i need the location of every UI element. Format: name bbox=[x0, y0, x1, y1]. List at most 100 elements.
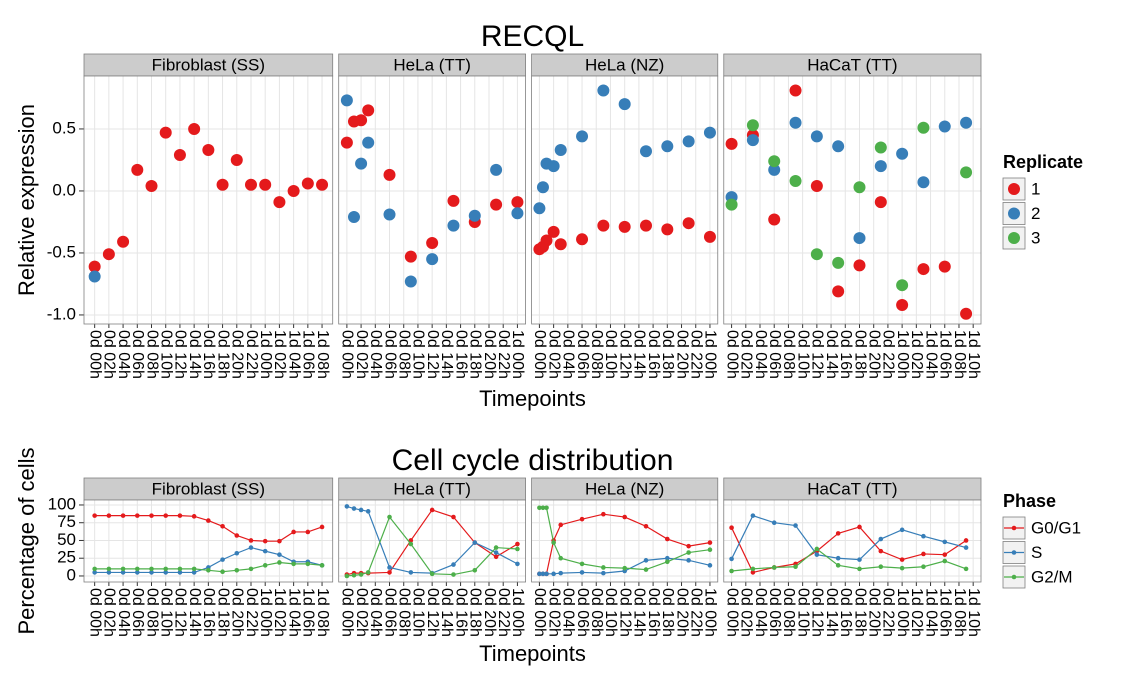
data-point bbox=[750, 566, 756, 572]
x-tick-label: 0d 00h bbox=[86, 330, 103, 379]
x-tick-label: 0d 00h bbox=[723, 330, 740, 379]
data-point bbox=[468, 209, 481, 222]
data-point bbox=[447, 219, 460, 232]
x-tick-label: 0d 20h bbox=[229, 588, 246, 637]
data-point bbox=[643, 558, 649, 563]
x-tick-label: 1d 02h bbox=[908, 330, 925, 379]
data-point bbox=[853, 259, 866, 272]
data-point bbox=[597, 84, 610, 97]
data-point bbox=[537, 505, 542, 511]
legend-label: 3 bbox=[1031, 228, 1040, 247]
data-point bbox=[746, 134, 759, 147]
data-point bbox=[365, 570, 371, 575]
data-point bbox=[511, 196, 524, 209]
data-point bbox=[579, 570, 585, 575]
x-tick-label: 1d 04h bbox=[285, 330, 302, 379]
data-point bbox=[533, 202, 546, 215]
data-point bbox=[832, 256, 845, 269]
data-point bbox=[835, 531, 841, 536]
data-point bbox=[248, 566, 254, 572]
data-point bbox=[878, 564, 884, 570]
x-tick-label: 1d 06h bbox=[300, 330, 317, 379]
data-point bbox=[579, 516, 585, 522]
x-tick-label: 1d 10h bbox=[965, 588, 982, 637]
data-point bbox=[351, 506, 357, 511]
data-point bbox=[493, 550, 499, 555]
data-point bbox=[234, 567, 240, 573]
data-point bbox=[729, 568, 734, 574]
data-point bbox=[665, 555, 670, 561]
strip-label: HaCaT (TT) bbox=[807, 55, 897, 74]
data-point bbox=[963, 545, 969, 550]
x-tick-label: 0d 08h bbox=[143, 588, 160, 637]
legend-marker bbox=[1008, 183, 1020, 195]
data-point bbox=[149, 513, 154, 518]
panel-border bbox=[338, 499, 526, 583]
x-tick-label: 0d 10h bbox=[794, 588, 811, 637]
data-point bbox=[661, 223, 674, 236]
data-point bbox=[643, 523, 649, 529]
chart-title: RECQL bbox=[481, 20, 584, 53]
x-tick-label: 0d 06h bbox=[381, 588, 398, 637]
data-point bbox=[899, 527, 905, 533]
x-tick-label: 1d 00h bbox=[257, 330, 274, 379]
data-point bbox=[554, 144, 567, 157]
x-tick-label: 0d 08h bbox=[395, 588, 412, 637]
data-point bbox=[319, 563, 325, 568]
x-tick-label: 0d 14h bbox=[438, 330, 455, 379]
x-tick-label: 0d 14h bbox=[438, 588, 455, 637]
data-point bbox=[351, 572, 357, 578]
data-point bbox=[163, 513, 169, 518]
strip-label: HaCaT (TT) bbox=[807, 479, 897, 498]
panel-border bbox=[723, 75, 982, 325]
legend-label: G2/M bbox=[1031, 567, 1073, 586]
x-tick-label: 0d 22h bbox=[495, 330, 512, 379]
x-tick-label: 0d 02h bbox=[738, 330, 755, 379]
x-tick-label: 1d 08h bbox=[314, 588, 331, 637]
data-point bbox=[426, 237, 439, 250]
x-tick-label: 0d 02h bbox=[101, 588, 118, 637]
x-tick-label: 1d 06h bbox=[300, 588, 317, 637]
y-tick-label: 0 bbox=[67, 565, 76, 584]
data-point bbox=[853, 181, 866, 194]
x-tick-label: 0d 12h bbox=[172, 330, 189, 379]
x-tick-label: 0d 14h bbox=[823, 588, 840, 637]
x-tick-label: 0d 06h bbox=[574, 588, 591, 637]
data-point bbox=[558, 570, 564, 576]
data-point bbox=[429, 571, 435, 577]
x-tick-label: 1d 04h bbox=[922, 330, 939, 379]
data-point bbox=[92, 566, 97, 572]
data-point bbox=[857, 566, 862, 572]
legend-marker bbox=[1011, 574, 1017, 580]
panel-border bbox=[338, 75, 526, 325]
x-tick-label: 1d 06h bbox=[937, 330, 954, 379]
x-tick-label: 0d 16h bbox=[200, 330, 217, 379]
x-tick-label: 1d 10h bbox=[965, 330, 982, 379]
data-point bbox=[576, 130, 589, 143]
data-point bbox=[789, 84, 802, 97]
x-tick-label: 0d 02h bbox=[545, 588, 562, 637]
x-tick-label: 0d 14h bbox=[186, 330, 203, 379]
data-point bbox=[639, 145, 652, 158]
x-tick-label: 0d 16h bbox=[645, 330, 662, 379]
data-point bbox=[88, 260, 101, 273]
data-point bbox=[536, 181, 549, 194]
data-point bbox=[551, 540, 556, 545]
x-tick-label: 0d 04h bbox=[367, 330, 384, 379]
x-tick-label: 0d 12h bbox=[616, 330, 633, 379]
data-point bbox=[896, 279, 909, 292]
data-point bbox=[682, 217, 695, 230]
data-point bbox=[159, 126, 172, 139]
x-tick-label: 0d 00h bbox=[86, 588, 103, 637]
x-tick-label: 0d 04h bbox=[115, 588, 132, 637]
x-axis-title: Timepoints bbox=[479, 386, 586, 411]
x-tick-label: 1d 00h bbox=[702, 588, 719, 637]
data-point bbox=[665, 559, 670, 565]
x-tick-label: 0d 22h bbox=[495, 588, 512, 637]
data-point bbox=[206, 518, 211, 523]
data-point bbox=[106, 513, 112, 518]
x-tick-label: 1d 00h bbox=[509, 588, 526, 637]
x-tick-label: 0d 00h bbox=[531, 588, 548, 637]
data-point bbox=[365, 509, 371, 514]
data-point bbox=[515, 561, 520, 567]
